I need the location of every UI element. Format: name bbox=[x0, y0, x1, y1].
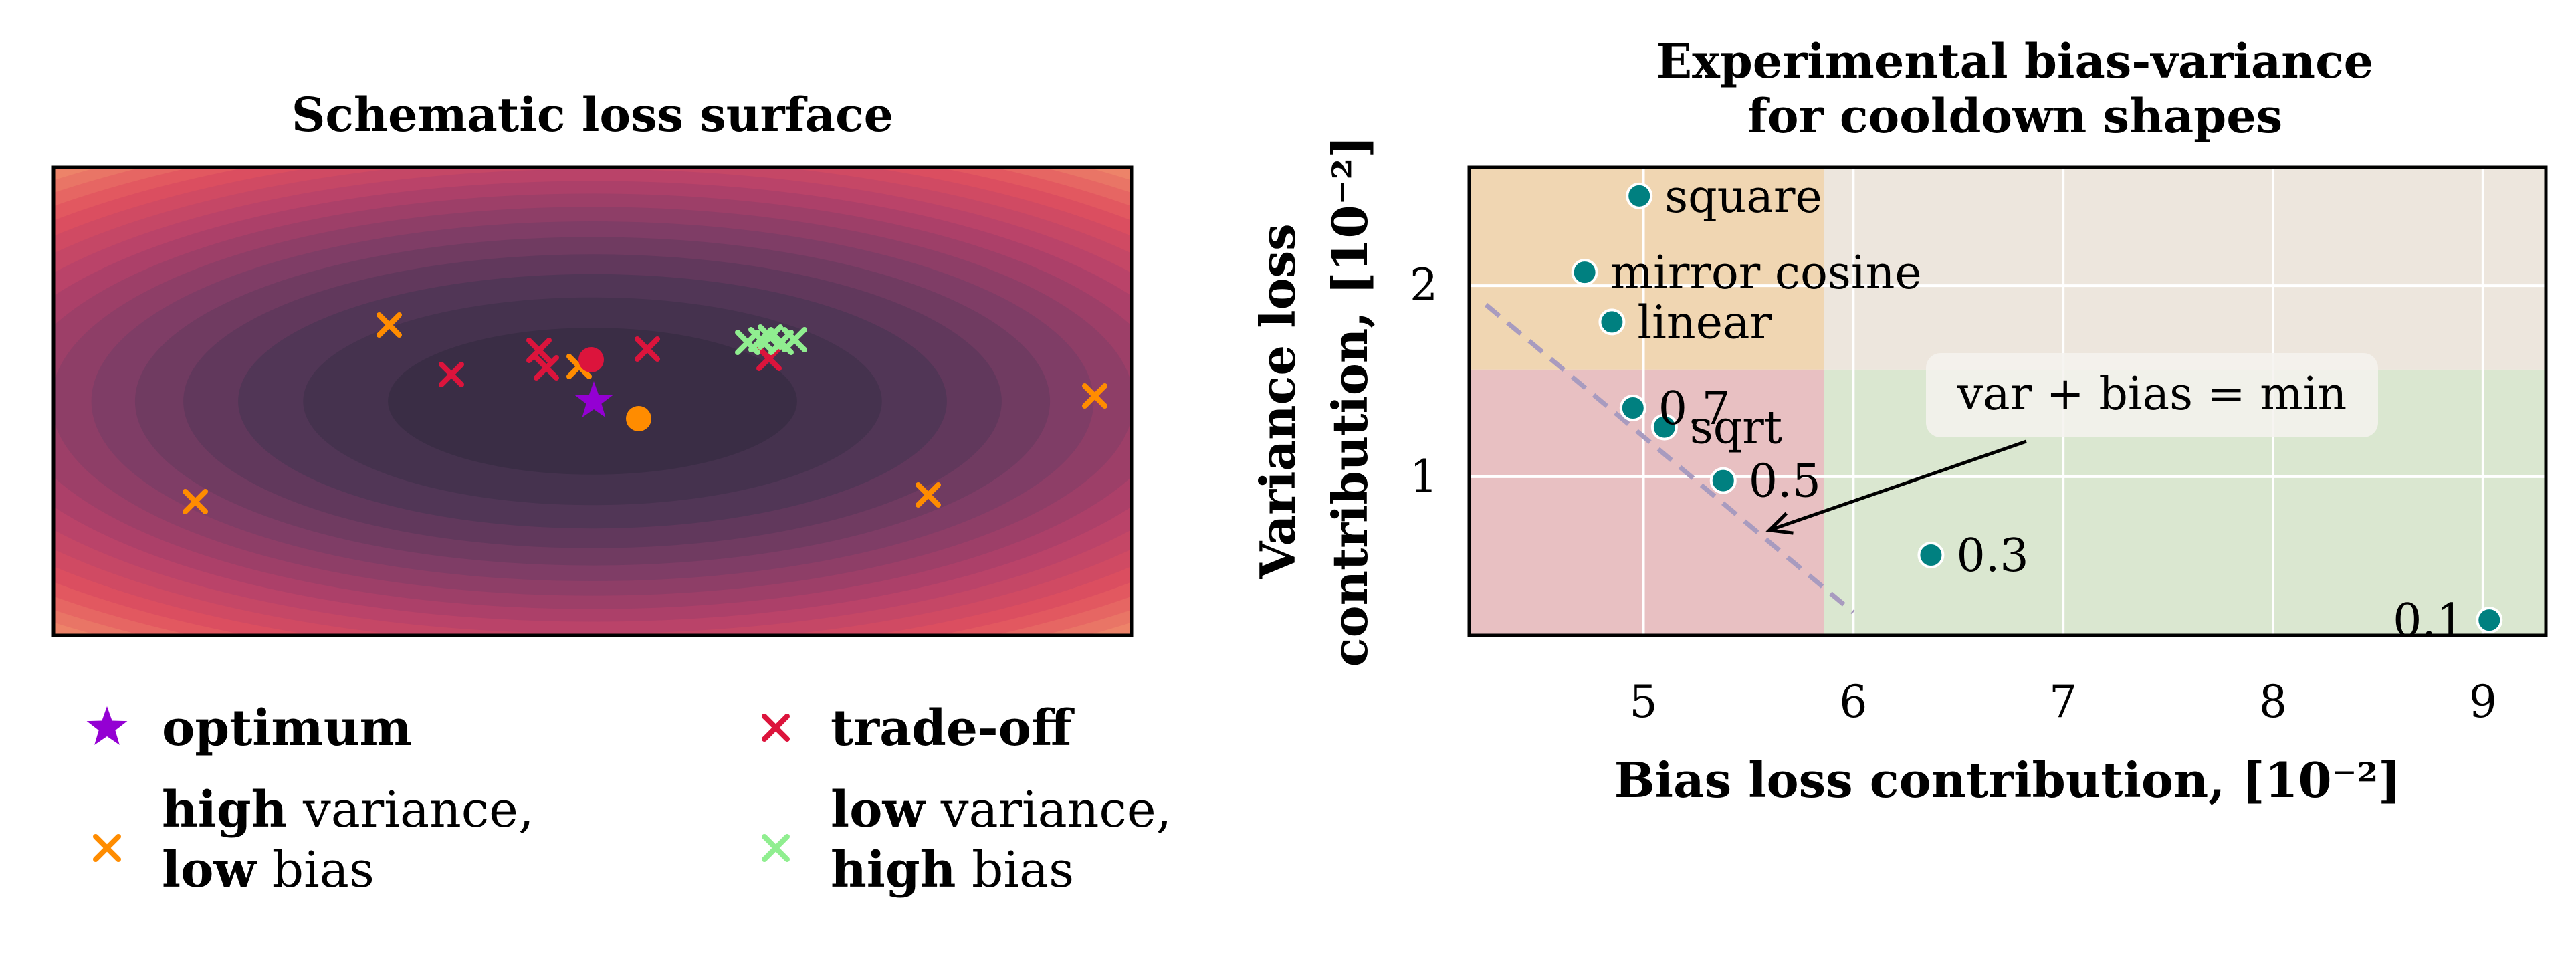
legend-trade-off-cross bbox=[762, 714, 790, 742]
point-label: 0.5 bbox=[1749, 455, 1821, 508]
trade-off-marker bbox=[534, 355, 559, 381]
point-label: sqrt bbox=[1690, 402, 1782, 455]
trend-line bbox=[1484, 303, 1855, 615]
point-0.7 bbox=[1619, 395, 1646, 421]
trade-off-marker bbox=[439, 362, 464, 387]
high-variance-marker bbox=[183, 489, 208, 514]
point-square bbox=[1626, 182, 1653, 209]
high-variance-marker bbox=[377, 312, 402, 338]
x-tick-label: 9 bbox=[2469, 676, 2497, 728]
high-variance-marker bbox=[916, 482, 941, 508]
annotation-text: var + bias = min bbox=[1957, 368, 2347, 421]
legend-low-variance-x bbox=[762, 834, 790, 862]
low-variance-marker bbox=[782, 327, 807, 352]
right-panel-frame bbox=[1467, 165, 2548, 637]
y-tick-label: 1 bbox=[1410, 451, 1438, 502]
point-label: square bbox=[1665, 171, 1822, 223]
left-panel-title: Schematic loss surface bbox=[292, 87, 893, 142]
region-bottom-left bbox=[1469, 369, 1824, 635]
loss-surface-contours bbox=[53, 167, 1132, 635]
point-label: 0.3 bbox=[1956, 530, 2028, 582]
left-panel-frame bbox=[51, 165, 1134, 637]
point-label: linear bbox=[1637, 296, 1772, 349]
annotation-box bbox=[1926, 353, 2378, 437]
annotation-arrow bbox=[1768, 439, 2027, 532]
point-0.1 bbox=[2476, 607, 2503, 634]
legend-low-variance-cross bbox=[762, 834, 790, 862]
legend-low-variance-line2: high bias bbox=[831, 841, 1074, 899]
high-variance-marker bbox=[1082, 383, 1107, 409]
y-axis-ticks: 12 bbox=[1410, 259, 1438, 502]
legend-optimum-star bbox=[86, 706, 128, 745]
legend-high-variance-line2: low bias bbox=[162, 841, 374, 899]
annotation-arrow-head bbox=[1765, 512, 1794, 535]
chart-points bbox=[1571, 182, 2503, 634]
chart-title-line2: for cooldown shapes bbox=[1747, 88, 2282, 144]
high-variance-point bbox=[626, 406, 651, 431]
legend-low-variance-line1: low variance, bbox=[831, 781, 1172, 839]
point-label: mirror cosine bbox=[1610, 247, 1922, 300]
trade-off-marker bbox=[756, 346, 782, 371]
left-legend: optimum high variance, low bias trade-of… bbox=[86, 700, 1172, 899]
x-axis-label: Bias loss contribution, [10⁻²] bbox=[1614, 752, 2401, 809]
legend-high-variance-x bbox=[93, 834, 121, 862]
optimum-star bbox=[574, 381, 613, 418]
x-tick-label: 6 bbox=[1839, 676, 1867, 728]
point-sqrt bbox=[1650, 413, 1678, 441]
legend-trade-off-x bbox=[762, 714, 790, 742]
loss-surface-markers bbox=[183, 312, 1107, 514]
y-tick-label: 2 bbox=[1410, 259, 1438, 311]
x-tick-label: 5 bbox=[1629, 676, 1657, 728]
legend-high-variance-line1: high variance, bbox=[162, 781, 534, 839]
x-tick-label: 7 bbox=[2049, 676, 2077, 728]
region-top-right bbox=[1824, 167, 2546, 370]
legend-high-variance-cross bbox=[93, 834, 121, 862]
point-label: 0.7 bbox=[1658, 383, 1731, 435]
point-linear bbox=[1598, 308, 1626, 336]
y-axis-label-line2: contribution, [10⁻²] bbox=[1321, 136, 1378, 667]
legend-trade-off-label: trade-off bbox=[831, 700, 1075, 757]
chart-title-line1: Experimental bias-variance bbox=[1656, 33, 2373, 89]
trade-off-marker bbox=[526, 338, 552, 363]
point-0.5 bbox=[1709, 467, 1737, 494]
point-0.3 bbox=[1917, 542, 1945, 568]
x-axis-ticks: 5 6 7 8 9 bbox=[1629, 676, 2496, 728]
x-tick-label: 8 bbox=[2259, 676, 2287, 728]
trade-off-point bbox=[578, 347, 604, 372]
y-axis-label-line1: Variance loss bbox=[1249, 223, 1306, 579]
trade-off-marker bbox=[635, 336, 660, 362]
point-mirror-cosine bbox=[1571, 259, 1598, 286]
point-label: 0.1 bbox=[2393, 595, 2465, 647]
legend-optimum-label: optimum bbox=[162, 700, 412, 757]
